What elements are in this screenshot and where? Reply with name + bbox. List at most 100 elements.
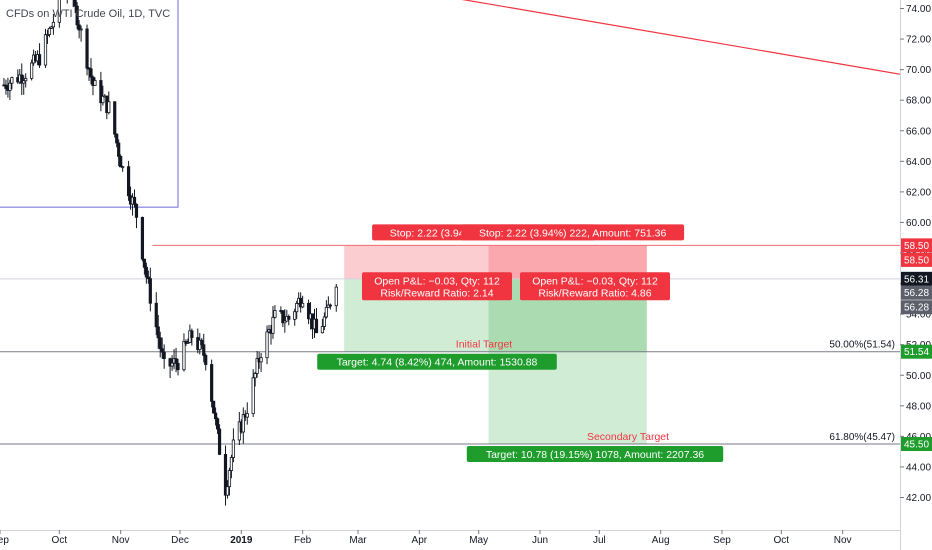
candle-body: [20, 74, 24, 84]
candle-body: [24, 77, 28, 82]
candle-body: [251, 377, 255, 414]
price-badge-text: 45.50: [904, 440, 929, 451]
price-tick-label: 64.00: [906, 157, 931, 168]
candle-body: [212, 400, 216, 414]
candle-body: [227, 470, 232, 488]
candle-body: [231, 439, 236, 458]
candle-body: [49, 26, 54, 29]
open-pnl-label-text: Risk/Reward Ratio: 4.86: [538, 287, 651, 299]
price-badge: [901, 300, 932, 315]
time-tick-label: May: [469, 535, 488, 546]
candle-body: [241, 414, 245, 433]
candle-body: [4, 84, 8, 89]
candle-body: [301, 302, 305, 308]
stop-label-text: Stop: 2.22 (3.94%) 222, Amount: 751.36: [479, 227, 667, 239]
candle-body: [245, 413, 249, 418]
price-tick-label: 48.00: [906, 401, 931, 412]
time-tick-label: 2019: [230, 535, 253, 546]
price-badge: [901, 437, 932, 452]
candle-body: [223, 454, 228, 496]
price-badge-text: 58.50: [904, 255, 929, 266]
candle-body: [144, 266, 148, 278]
price-badge-text: 58.50: [904, 241, 929, 252]
candle-body: [126, 166, 131, 197]
price-badge: [901, 344, 932, 359]
candle-body: [99, 80, 103, 104]
candle-body: [8, 82, 12, 91]
candle-body: [119, 156, 123, 168]
price-badge: [901, 285, 932, 300]
time-tick-label: Apr: [412, 535, 428, 546]
price-badge: [901, 271, 932, 286]
time-tick-label: Mar: [349, 535, 367, 546]
candle-body: [334, 286, 338, 307]
price-tick-label: 72.00: [906, 35, 931, 46]
candle-body: [22, 80, 26, 84]
candle-body: [170, 362, 174, 367]
price-tick-label: 42.00: [906, 493, 931, 504]
candle-body: [57, 0, 61, 23]
candle-body: [287, 315, 291, 320]
candle-body: [75, 5, 79, 26]
price-badge: [901, 252, 932, 267]
time-tick-label: Dec: [171, 535, 189, 546]
target-label-text: Target: 4.74 (8.42%) 474, Amount: 1530.8…: [337, 357, 538, 369]
price-tick-label: 66.00: [906, 126, 931, 137]
candle-body: [229, 457, 234, 471]
time-tick-label: Oct: [774, 535, 790, 546]
candle-body: [73, 0, 77, 7]
price-tick-label: 44.00: [906, 462, 931, 473]
candle-body: [117, 142, 121, 157]
candle-body: [324, 307, 328, 318]
candle-body: [186, 342, 190, 344]
price-tick-label: 74.00: [906, 4, 931, 15]
candle-body: [47, 28, 52, 35]
candle-body: [134, 203, 139, 218]
price-badge: [901, 238, 932, 253]
candle-body: [281, 310, 285, 324]
time-tick-label: Aug: [652, 535, 670, 546]
time-tick-label: Oct: [52, 535, 68, 546]
candle-body: [168, 358, 172, 367]
stop-label: Stop: 2.22 (3.94%) 222, Amount: 751.36: [461, 224, 685, 241]
price-tick-label: 50.00: [906, 371, 931, 382]
time-tick-label: Sep: [0, 535, 9, 546]
candle-body: [217, 428, 222, 455]
candle-body: [132, 196, 137, 205]
candle-body: [10, 77, 14, 84]
candle-body: [214, 412, 218, 420]
candle-body: [259, 357, 263, 363]
candle-body: [30, 62, 34, 79]
target-label: Target: 10.78 (19.15%) 1078, Amount: 220…: [466, 446, 724, 463]
candle-body: [202, 344, 206, 356]
price-badge-text: 56.28: [904, 288, 929, 299]
fib-level-label: 61.80%(45.47): [829, 432, 895, 443]
candle-body: [142, 258, 146, 268]
price-tick-label: 68.00: [906, 96, 931, 107]
candle-body: [182, 340, 186, 371]
price-tick-label: 70.00: [906, 65, 931, 76]
candle-body: [154, 302, 158, 328]
price-badge-text: 56.31: [904, 274, 929, 285]
time-axis: Sep Oct Nov Dec 2019 Feb Mar Apr May Jun Jul Aug Sep…: [0, 530, 900, 546]
chart-title: CFDs on WTI Crude Oil, 1D, TVC: [6, 8, 171, 20]
candle-body: [320, 326, 325, 334]
time-tick-label: Feb: [294, 535, 312, 546]
candle-body: [328, 304, 332, 307]
price-tick-label: 54.00: [906, 310, 931, 321]
time-tick-label: Nov: [112, 535, 130, 546]
time-tick-label: Nov: [834, 535, 852, 546]
candle-body: [140, 216, 145, 260]
target-name: Secondary Target: [587, 431, 669, 443]
candle-body: [314, 318, 319, 334]
candle-body: [200, 339, 204, 346]
candle-body: [158, 337, 162, 350]
candle-body: [89, 68, 93, 78]
candle-body: [37, 54, 42, 66]
price-axis: 74.00 72.00 70.00 68.00 66.00 64.00 62.00 60.00…: [900, 0, 932, 550]
price-tick-label: 62.00: [906, 187, 931, 198]
fib-level-label: 50.00%(51.54): [829, 340, 895, 351]
candle-body: [271, 316, 275, 334]
